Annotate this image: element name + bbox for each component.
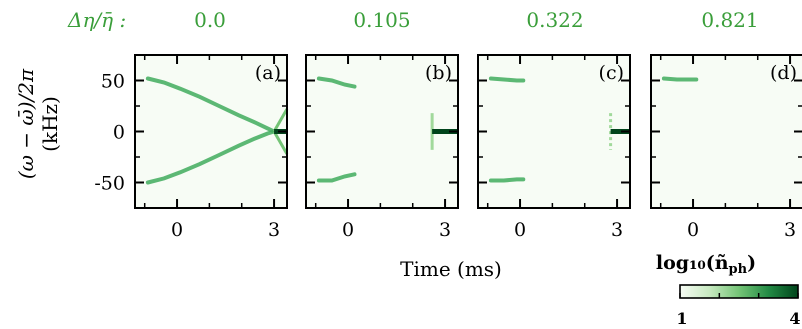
upper-branch — [488, 76, 526, 83]
panel-d: (d) 0 3 — [650, 54, 802, 241]
y-axis-label-line2: (kHz) — [38, 96, 62, 152]
colorbar-tick-max: 4 — [789, 309, 800, 328]
colorbar-label-main: log₁₀(ñ — [656, 252, 729, 274]
x-tick-label: 0 — [687, 219, 699, 241]
x-tick-label: 0 — [342, 219, 354, 241]
panel-a-param: 0.0 — [194, 8, 226, 32]
x-tick-label: 3 — [784, 219, 796, 241]
panel-tag: (b) — [425, 62, 452, 84]
lower-branch — [488, 177, 526, 183]
x-tick-label: 0 — [171, 219, 183, 241]
x-axis-label: Time (ms) — [400, 257, 502, 281]
panel-tag: (a) — [255, 62, 281, 84]
x-tick-label: 3 — [611, 219, 623, 241]
upper-branch — [145, 76, 277, 134]
y-tick-label: -50 — [94, 173, 125, 195]
panel-a: (a) 0 3 50 0 -50 — [94, 54, 289, 241]
cross-line-up — [272, 108, 289, 133]
x-tick-label: 0 — [514, 219, 526, 241]
panel-b: (b) 0 3 — [305, 54, 459, 241]
x-tick-label: 3 — [439, 219, 451, 241]
colorbar-tick-min: 1 — [676, 309, 687, 328]
y-axis-label-line1: (ω − ω̄)/2π — [14, 68, 38, 179]
cross-line-down — [272, 130, 289, 155]
lower-branch — [145, 129, 277, 185]
colorbar-label: log₁₀(ñph) — [656, 252, 756, 277]
param-label: Δη/η̄ : — [67, 8, 126, 32]
panels-group: (a) 0 3 50 0 -50 (b) 0 3 (c) 0 3 (d) 0 3 — [94, 54, 802, 241]
panel-tag: (d) — [770, 62, 797, 84]
upper-branch — [316, 76, 357, 89]
colorbar-gradient — [679, 284, 799, 299]
upper-branch — [661, 76, 699, 82]
panel-b-param: 0.105 — [353, 8, 410, 32]
colorbar: log₁₀(ñph) 1 4 — [656, 252, 801, 328]
panel-c-param: 0.322 — [526, 8, 583, 32]
y-axis-label: (ω − ω̄)/2π (kHz) — [14, 68, 62, 179]
y-tick-label: 50 — [101, 71, 125, 93]
panel-tag: (c) — [599, 62, 624, 84]
colorbar-label-close: ) — [747, 252, 756, 274]
x-tick-label: 3 — [268, 219, 280, 241]
panel-d-param: 0.821 — [701, 8, 758, 32]
colorbar-ticks — [679, 293, 799, 298]
y-tick-label: 0 — [113, 122, 125, 144]
colorbar-label-sub: ph — [729, 262, 748, 277]
panel-c: (c) 0 3 — [477, 54, 631, 241]
lower-branch — [316, 172, 357, 183]
